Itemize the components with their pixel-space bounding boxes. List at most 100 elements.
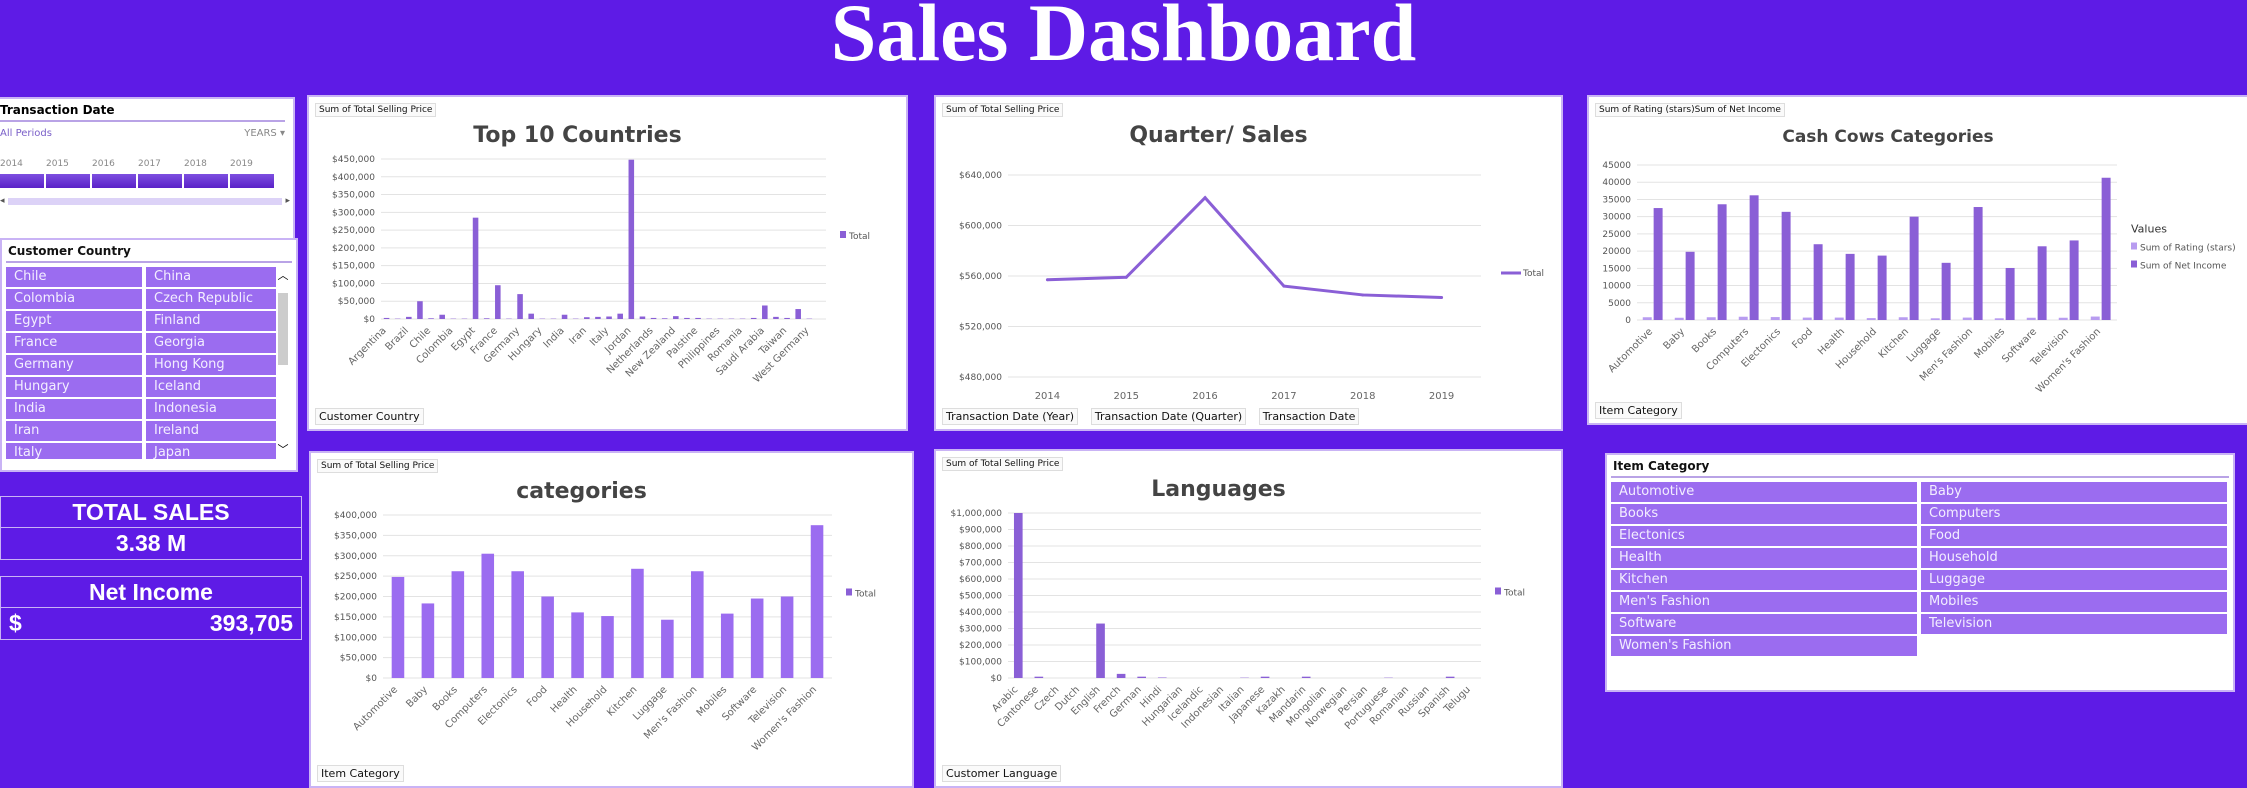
slicer-item[interactable]: Household: [1921, 548, 2227, 568]
bar-jordan[interactable]: [629, 160, 635, 319]
bar-men-s-fashion[interactable]: [691, 571, 704, 678]
bar-men-s-fashion[interactable]: [1974, 207, 1983, 320]
bar-luggage[interactable]: [661, 620, 674, 678]
bar-taiwan[interactable]: [784, 318, 790, 319]
slicer-item[interactable]: Computers: [1921, 504, 2227, 524]
bar-kitchen[interactable]: [1899, 317, 1908, 320]
year-bar[interactable]: [46, 174, 90, 188]
bar-unlabeled[interactable]: [595, 317, 601, 319]
slicer-item[interactable]: Men's Fashion: [1611, 592, 1917, 612]
data-point[interactable]: [1282, 285, 1285, 288]
bar-mobiles[interactable]: [2006, 268, 2015, 320]
bar-food[interactable]: [1814, 244, 1823, 320]
bar-electonics[interactable]: [511, 571, 524, 678]
bar-unlabeled[interactable]: [439, 315, 445, 319]
bar-software[interactable]: [751, 599, 764, 678]
bar-netherlands[interactable]: [651, 318, 657, 319]
bar-books[interactable]: [1718, 204, 1727, 320]
bar-kitchen[interactable]: [631, 569, 644, 678]
slicer-item[interactable]: Baby: [1921, 482, 2227, 502]
bar-health[interactable]: [1846, 254, 1855, 320]
timeline-year-2016[interactable]: 2016: [92, 159, 136, 188]
slicer-item[interactable]: India: [6, 399, 142, 419]
bar-computers[interactable]: [481, 554, 494, 678]
slicer-item[interactable]: Books: [1611, 504, 1917, 524]
bar-women-s-fashion[interactable]: [2102, 178, 2111, 320]
timeline-year-2018[interactable]: 2018: [184, 159, 228, 188]
bar-baby[interactable]: [1675, 318, 1684, 320]
timeline-level-dropdown[interactable]: YEARS ▾: [244, 128, 285, 139]
bar-italy[interactable]: [606, 317, 612, 319]
bar-women-s-fashion[interactable]: [811, 525, 824, 678]
bar-computers[interactable]: [1750, 195, 1759, 320]
bar-mobiles[interactable]: [1995, 318, 2004, 320]
slicer-item[interactable]: China: [146, 267, 276, 287]
year-bar[interactable]: [92, 174, 136, 188]
bar-luggage[interactable]: [1931, 318, 1940, 320]
bar-unlabeled[interactable]: [417, 301, 423, 319]
bar-unlabeled[interactable]: [662, 318, 668, 319]
bar-mobiles[interactable]: [721, 614, 734, 678]
data-point[interactable]: [1046, 278, 1049, 281]
bar-health[interactable]: [571, 612, 584, 678]
slicer-item[interactable]: Kitchen: [1611, 570, 1917, 590]
bar-german[interactable]: [1137, 677, 1146, 678]
bar-cantonese[interactable]: [1035, 677, 1044, 678]
bar-automotive[interactable]: [392, 577, 405, 678]
slicer-item[interactable]: Hong Kong: [146, 355, 276, 375]
bar-mandarin[interactable]: [1302, 677, 1311, 678]
scroll-right-icon[interactable]: ▸: [285, 196, 290, 206]
bar-iran[interactable]: [584, 317, 590, 319]
legend-entry[interactable]: Sum of Net Income: [2140, 262, 2227, 272]
slicer-item[interactable]: Indonesia: [146, 399, 276, 419]
slicer-item[interactable]: Automotive: [1611, 482, 1917, 502]
bar-automotive[interactable]: [1643, 317, 1652, 320]
slicer-item[interactable]: Egypt: [6, 311, 142, 331]
bar-french[interactable]: [1117, 674, 1126, 678]
year-bar[interactable]: [0, 174, 44, 188]
slicer-item[interactable]: Georgia: [146, 333, 276, 353]
bar-software[interactable]: [2038, 246, 2047, 320]
bar-kitchen[interactable]: [1910, 217, 1919, 320]
bar-electonics[interactable]: [1771, 317, 1780, 320]
timeline-year-2019[interactable]: 2019: [230, 159, 274, 188]
data-point[interactable]: [1361, 293, 1364, 296]
bar-books[interactable]: [452, 571, 465, 678]
bar-unlabeled[interactable]: [795, 309, 801, 319]
bar-food[interactable]: [1803, 318, 1812, 320]
bar-men-s-fashion[interactable]: [1963, 318, 1972, 320]
bar-palstine[interactable]: [695, 318, 701, 319]
bar-spanish[interactable]: [1446, 677, 1455, 678]
bar-unlabeled[interactable]: [617, 314, 623, 319]
legend-entry[interactable]: Total: [1522, 269, 1544, 279]
data-point[interactable]: [1440, 296, 1443, 299]
slicer-item[interactable]: Television: [1921, 614, 2227, 634]
bar-unlabeled[interactable]: [751, 318, 757, 319]
bar-brazil[interactable]: [406, 317, 412, 319]
slicer-item[interactable]: Czech Republic: [146, 289, 276, 309]
bar-electonics[interactable]: [1782, 212, 1791, 320]
bar-unlabeled[interactable]: [773, 317, 779, 319]
bar-household[interactable]: [1878, 256, 1887, 320]
bar-unlabeled[interactable]: [640, 317, 646, 319]
bar-baby[interactable]: [422, 603, 435, 678]
bar-television[interactable]: [2059, 318, 2068, 320]
legend-entry[interactable]: Total: [848, 232, 870, 242]
bar-unlabeled[interactable]: [528, 314, 534, 319]
bar-baby[interactable]: [1686, 252, 1695, 320]
slicer-item[interactable]: Health: [1611, 548, 1917, 568]
slicer-item[interactable]: Mobiles: [1921, 592, 2227, 612]
slicer-item[interactable]: Women's Fashion: [1611, 636, 1917, 656]
timeline-year-2015[interactable]: 2015: [46, 159, 90, 188]
timeline-year-2014[interactable]: 2014: [0, 159, 44, 188]
bar-household[interactable]: [1867, 318, 1876, 320]
bar-argentina[interactable]: [384, 318, 390, 319]
bar-france[interactable]: [495, 285, 501, 319]
slicer-item[interactable]: Iran: [6, 421, 142, 441]
slicer-item[interactable]: France: [6, 333, 142, 353]
bar-unlabeled[interactable]: [484, 318, 490, 319]
